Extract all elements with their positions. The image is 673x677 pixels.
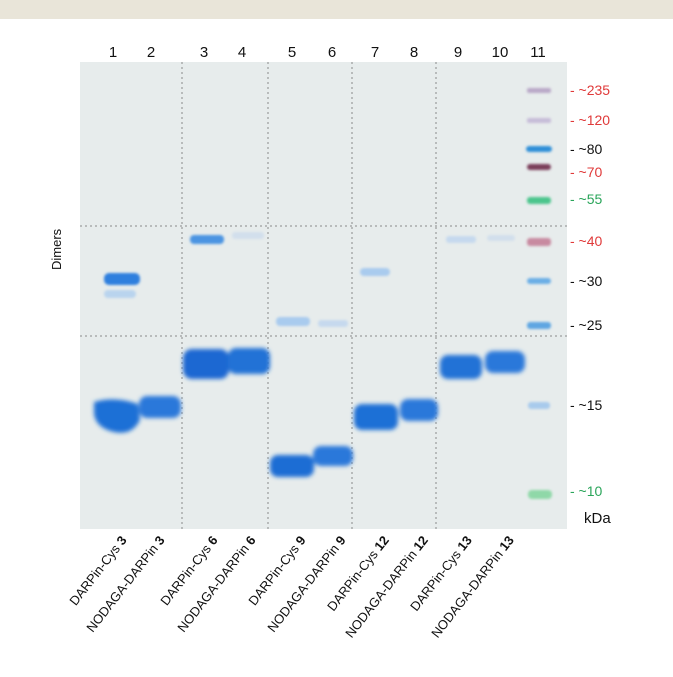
mw-marker-10: - ~10 [570,483,603,499]
lane-number: 4 [237,44,247,61]
unit-label: kDa [584,510,611,527]
band-lane-1 [94,399,140,433]
mw-marker-55: - ~55 [570,191,603,207]
faint-band [318,320,348,327]
faint-band [232,232,264,239]
ladder-band-25 [527,322,551,329]
ladder-band-235 [527,88,551,93]
lane-number: 7 [370,44,380,61]
lane-number: 8 [409,44,419,61]
lane-number: 3 [199,44,209,61]
mw-marker-40: - ~40 [570,233,603,249]
ladder-band-70 [527,164,551,170]
ladder-band-10 [528,490,552,499]
dimer-band-lane-3 [190,235,224,244]
band-lane-8 [400,399,438,421]
mw-marker-80: - ~80 [570,141,603,157]
ladder-band-30 [527,278,551,284]
lane-number: 9 [453,44,463,61]
mw-marker-120: - ~120 [570,112,611,128]
lane-number: 1 [108,44,118,61]
faint-band [446,236,476,243]
band-lane-4 [228,348,270,374]
ladder-band-55 [527,197,551,204]
ladder-band-40 [527,238,551,246]
mw-marker-25: - ~25 [570,317,603,333]
ladder-band-15 [528,402,550,409]
lane-number: 10 [491,44,509,61]
band-lane-3 [183,349,229,379]
ladder-band-120 [527,118,551,123]
faint-band [276,317,310,326]
faint-band [487,235,515,241]
band-lane-7 [354,404,398,430]
band-lane-2 [139,396,181,418]
faint-band [360,268,390,276]
dimer-band-lane-1 [104,273,140,285]
lane-number: 11 [530,44,546,61]
lane-number: 2 [146,44,156,61]
faint-band [104,290,136,298]
top-rule [0,0,673,19]
band-lane-9 [440,355,482,379]
mw-marker-70: - ~70 [570,164,603,180]
band-lane-5 [270,455,314,477]
band-lane-6 [313,446,353,466]
ladder-band-80 [526,146,552,152]
band-lane-10 [485,351,525,373]
mw-marker-30: - ~30 [570,273,603,289]
mw-marker-15: - ~15 [570,397,603,413]
mw-marker-235: - ~235 [570,82,611,98]
dimers-label: Dimers [49,228,64,270]
lane-number: 6 [327,44,337,61]
lane-number: 5 [287,44,297,61]
